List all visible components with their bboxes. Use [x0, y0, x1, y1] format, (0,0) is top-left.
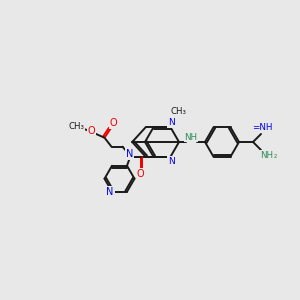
Text: N: N: [106, 187, 114, 197]
Text: CH₃: CH₃: [68, 122, 85, 131]
Text: =NH: =NH: [252, 124, 272, 133]
Text: NH: NH: [260, 151, 274, 160]
Text: CH₃: CH₃: [170, 107, 187, 116]
Text: O: O: [88, 126, 95, 136]
Text: ₂: ₂: [273, 152, 277, 160]
Text: N: N: [168, 157, 175, 166]
Text: O: O: [137, 169, 144, 179]
Text: N: N: [126, 149, 133, 159]
Text: NH: NH: [184, 133, 198, 142]
Text: O: O: [110, 118, 117, 128]
Text: N: N: [168, 118, 175, 127]
